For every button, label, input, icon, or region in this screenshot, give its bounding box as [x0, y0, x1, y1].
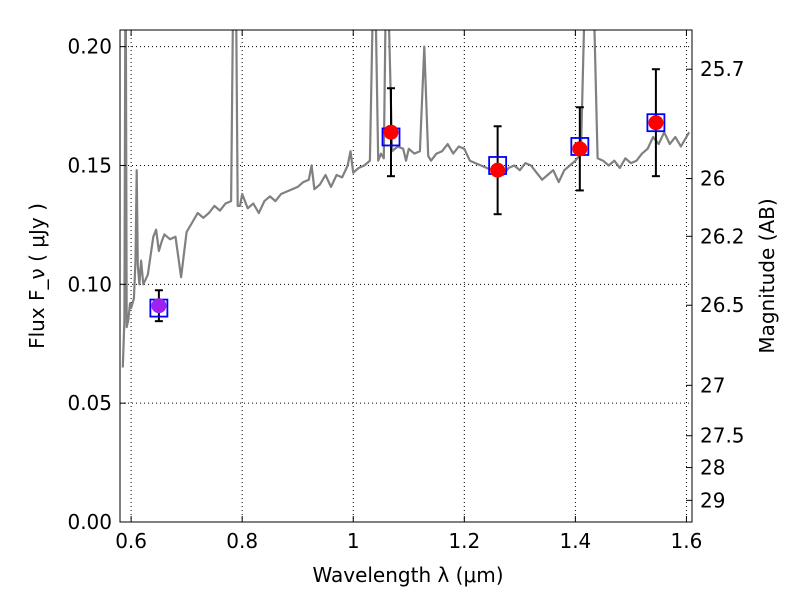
- model-photometry-square: [646, 113, 666, 133]
- observed-flux-point: [648, 115, 664, 131]
- plot-frame: [119, 29, 693, 523]
- magnitude-tick-label: 28: [700, 456, 725, 480]
- observed-flux-point: [572, 141, 588, 157]
- magnitude-tick-label: 26.5: [700, 293, 745, 317]
- y-axis-title: Flux F_ν ( μJy ): [25, 203, 49, 349]
- y-tick-label: 0.15: [67, 153, 112, 177]
- y-tick-label: 0.00: [67, 510, 112, 534]
- x-tick-label: 1.4: [559, 529, 591, 553]
- model-photometry-layer: [149, 113, 666, 318]
- y-tick-label: 0.10: [67, 272, 112, 296]
- magnitude-tick-label: 29: [700, 488, 725, 512]
- y-axis-ticks: 0.00 0.05 0.10 0.15 0.20: [67, 35, 126, 534]
- magnitude-tick-label: 26: [700, 167, 725, 191]
- x-tick-label: 1.2: [448, 529, 480, 553]
- x-tick-label: 1: [347, 529, 360, 553]
- magnitude-tick-label: 27.5: [700, 424, 745, 448]
- model-spectrum-layer: [121, 30, 691, 368]
- x-tick-label: 1.6: [671, 529, 703, 553]
- magnitude-axis-ticks: 25.7 26 26.2 26.5 27 27.5 28 29: [686, 57, 745, 512]
- observed-flux-point: [151, 298, 167, 314]
- model-spectrum-line: [121, 30, 691, 368]
- magnitude-axis-title: Magnitude (AB): [755, 198, 779, 353]
- magnitude-tick-label: 26.2: [700, 224, 745, 248]
- observed-flux-point: [490, 162, 506, 178]
- y-tick-label: 0.05: [67, 391, 112, 415]
- x-tick-label: 0.8: [226, 529, 258, 553]
- magnitude-tick-label: 27: [700, 373, 725, 397]
- magnitude-tick-label: 25.7: [700, 57, 745, 81]
- x-tick-label: 0.6: [115, 529, 147, 553]
- y-tick-label: 0.20: [67, 35, 112, 59]
- grid-lines: [120, 30, 692, 522]
- observed-flux-point: [383, 124, 399, 140]
- x-axis-title: Wavelength λ (μm): [312, 563, 503, 587]
- observed-photometry-layer: [151, 115, 664, 314]
- x-axis-ticks: 0.6 0.8 1 1.2 1.4 1.6: [115, 30, 702, 553]
